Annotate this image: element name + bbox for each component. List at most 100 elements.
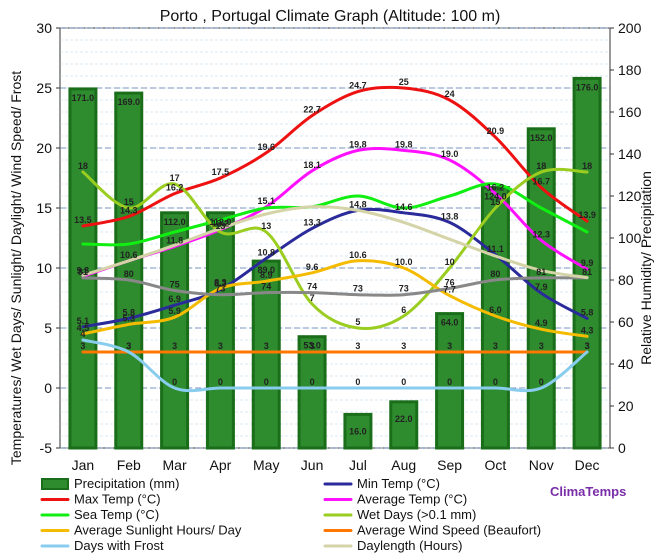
data-label-min-temp-c: 5.1 bbox=[77, 316, 90, 326]
data-label-max-temp-c: 16.7 bbox=[532, 177, 550, 187]
y-tick-label-left: 15 bbox=[36, 200, 52, 216]
precipitation-label: 176.0 bbox=[576, 82, 599, 92]
data-label-wet-days-0-1-mm: 17 bbox=[170, 173, 180, 183]
data-label-average-temp-c: 11.8 bbox=[166, 235, 183, 245]
data-label-wet-days-0-1-mm: 15 bbox=[490, 197, 500, 207]
data-label-average-sunlight-hours-day: 5.9 bbox=[168, 306, 181, 316]
x-tick-label: Jun bbox=[301, 457, 324, 473]
series-line-average-sunlight-hours-day bbox=[81, 259, 589, 338]
data-label-max-temp-c: 14.3 bbox=[120, 205, 138, 215]
data-label-days-with-frost: 0 bbox=[172, 377, 177, 387]
precipitation-bar-mar bbox=[160, 211, 190, 450]
axis-ticks: -505101520253002040608010012014016018020… bbox=[36, 20, 641, 473]
precipitation-label: 89.0 bbox=[257, 265, 275, 275]
legend: Precipitation (mm) Min Temp (°C) Max Temp … bbox=[40, 476, 541, 553]
precipitation-bar-aug bbox=[389, 400, 419, 450]
data-label-average-temp-c: 12.3 bbox=[532, 229, 550, 239]
data-label-min-temp-c: 11.1 bbox=[487, 244, 504, 254]
data-label-relative-humidity: 73 bbox=[353, 284, 363, 294]
y-tick-label-left: 20 bbox=[36, 140, 52, 156]
y-tick-label-right: 80 bbox=[618, 272, 634, 288]
data-label-average-temp-c: 19.8 bbox=[395, 139, 413, 149]
chart-title: Porto , Portugal Climate Graph (Altitude… bbox=[160, 8, 501, 25]
data-label-days-with-frost: 3 bbox=[126, 341, 131, 351]
data-label-average-wind-speed-beaufort: 3 bbox=[355, 341, 360, 351]
data-label-max-temp-c: 24.7 bbox=[349, 81, 367, 91]
data-label-max-temp-c: 20.9 bbox=[487, 126, 505, 136]
precipitation-bars bbox=[68, 76, 602, 450]
y-tick-label-right: 200 bbox=[618, 20, 642, 36]
data-label-max-temp-c: 19.6 bbox=[257, 142, 275, 152]
data-label-average-sunlight-hours-day: 4.3 bbox=[581, 325, 594, 335]
y-tick-label-right: 180 bbox=[618, 62, 642, 78]
data-labels: 171.0 169.0 112.0 112.0 89.0 53.0 16.0 22.0 64.0… bbox=[72, 77, 599, 436]
precipitation-bar-jun bbox=[297, 335, 327, 450]
y-tick-label-left: 5 bbox=[44, 320, 52, 336]
legend-label-min-temp-c: Min Temp (°C) bbox=[357, 476, 440, 491]
precipitation-bar-feb bbox=[114, 91, 144, 450]
x-tick-label: Mar bbox=[163, 457, 187, 473]
data-label-max-temp-c: 16.2 bbox=[166, 183, 184, 193]
data-label-average-sunlight-hours-day: 10.0 bbox=[395, 257, 413, 267]
brand-label: ClimaTemps bbox=[550, 484, 626, 499]
data-label-wet-days-0-1-mm: 15 bbox=[124, 197, 134, 207]
legend-label-average-wind-speed-beaufort: Average Wind Speed (Beaufort) bbox=[357, 523, 541, 538]
legend-label-average-sunlight-hours-day: Average Sunlight Hours/ Day bbox=[74, 523, 242, 538]
data-label-min-temp-c: 13.8 bbox=[441, 211, 459, 221]
precipitation-bar-jul bbox=[343, 412, 373, 450]
precipitation-label: 53.0 bbox=[303, 341, 321, 351]
data-label-average-wind-speed-beaufort: 3 bbox=[539, 341, 544, 351]
data-label-average-sunlight-hours-day: 5.3 bbox=[122, 313, 135, 323]
data-label-average-sunlight-hours-day: 6.0 bbox=[489, 305, 502, 315]
y-axis-right-label: Relative Humidity/ Precipitation bbox=[638, 171, 654, 365]
data-label-average-wind-speed-beaufort: 3 bbox=[80, 341, 85, 351]
legend-label-max-temp-c: Max Temp (°C) bbox=[74, 492, 161, 507]
y-tick-label-left: -5 bbox=[40, 440, 53, 456]
data-label-wet-days-0-1-mm: 18 bbox=[582, 161, 592, 171]
data-label-average-wind-speed-beaufort: 3 bbox=[218, 341, 223, 351]
precipitation-bar-apr bbox=[205, 211, 235, 450]
y-tick-label-right: 60 bbox=[618, 314, 634, 330]
y-tick-label-left: 25 bbox=[36, 80, 52, 96]
data-label-average-wind-speed-beaufort: 3 bbox=[447, 341, 452, 351]
data-label-average-temp-c: 18.1 bbox=[303, 160, 321, 170]
x-tick-label: Jan bbox=[72, 457, 95, 473]
x-tick-label: Jul bbox=[349, 457, 367, 473]
data-label-min-temp-c: 14.6 bbox=[395, 202, 413, 212]
y-tick-label-right: 120 bbox=[618, 188, 642, 204]
legend-swatch-precipitation-mm bbox=[41, 478, 69, 490]
data-label-relative-humidity: 74 bbox=[307, 282, 317, 292]
x-tick-label: Nov bbox=[529, 457, 554, 473]
data-label-max-temp-c: 13.9 bbox=[578, 210, 596, 220]
data-label-days-with-frost: 0 bbox=[355, 377, 360, 387]
data-label-min-temp-c: 14.8 bbox=[349, 199, 367, 209]
data-label-min-temp-c: 13.3 bbox=[303, 217, 321, 227]
legend-label-precipitation-mm: Precipitation (mm) bbox=[74, 476, 179, 491]
legend-label-daylength-hours: Daylength (Hours) bbox=[357, 538, 463, 553]
x-tick-label: Dec bbox=[575, 457, 600, 473]
x-tick-label: Sep bbox=[437, 457, 462, 473]
data-label-min-temp-c: 6.9 bbox=[168, 294, 181, 304]
precipitation-label: 16.0 bbox=[349, 426, 367, 436]
data-label-average-temp-c: 15.1 bbox=[257, 196, 275, 206]
data-label-average-sunlight-hours-day: 4.9 bbox=[535, 318, 548, 328]
data-label-max-temp-c: 24 bbox=[445, 89, 455, 99]
precipitation-bar-jan bbox=[68, 87, 98, 450]
data-label-days-with-frost: 0 bbox=[447, 377, 452, 387]
precipitation-bar-nov bbox=[526, 127, 556, 450]
data-label-relative-humidity: 80 bbox=[124, 269, 134, 279]
data-label-min-temp-c: 8.2 bbox=[214, 279, 227, 289]
data-label-max-temp-c: 17.5 bbox=[212, 167, 230, 177]
precipitation-label: 22.0 bbox=[395, 414, 413, 424]
data-label-relative-humidity: 76 bbox=[445, 277, 455, 287]
data-label-days-with-frost: 0 bbox=[310, 377, 315, 387]
data-label-average-temp-c: 13.2 bbox=[212, 219, 230, 229]
data-label-average-wind-speed-beaufort: 3 bbox=[493, 341, 498, 351]
precipitation-label: 112.0 bbox=[209, 217, 231, 227]
data-label-min-temp-c: 7.9 bbox=[535, 282, 548, 292]
data-label-wet-days-0-1-mm: 13 bbox=[215, 221, 225, 231]
precipitation-label: 112.0 bbox=[164, 217, 186, 227]
series-line-sea-temp-c bbox=[81, 182, 589, 247]
data-label-days-with-frost: 0 bbox=[264, 377, 269, 387]
